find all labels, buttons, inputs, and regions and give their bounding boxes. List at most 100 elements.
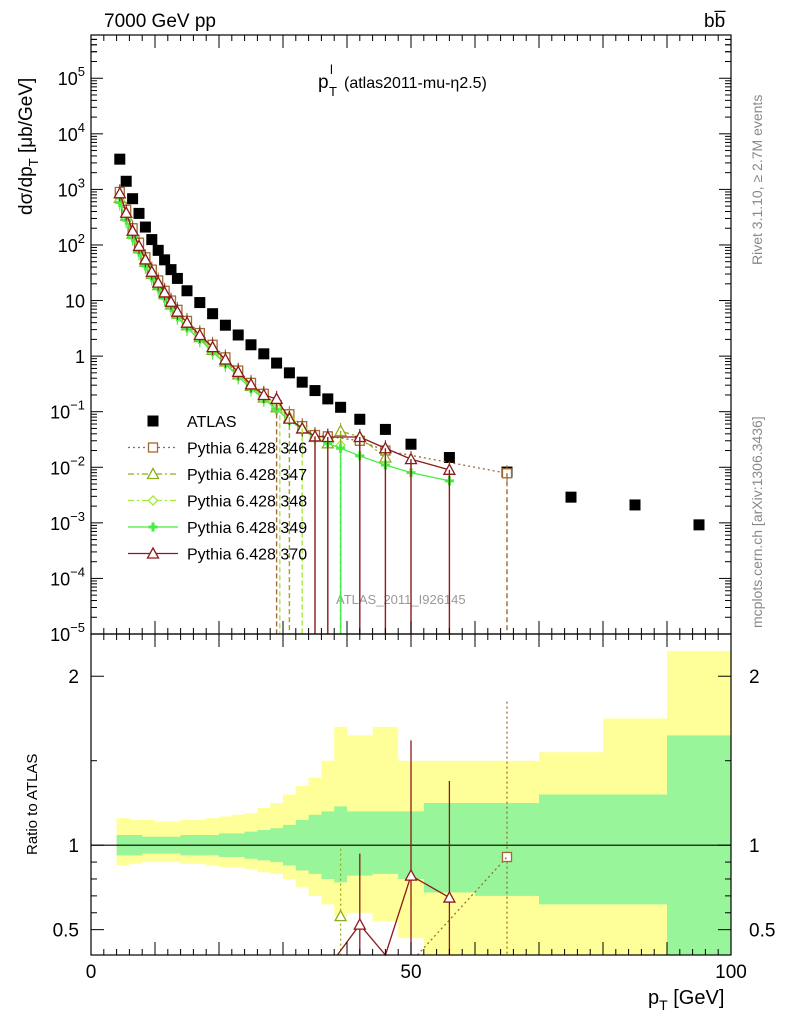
x-tick-label: 50	[400, 962, 421, 983]
data-point-p370	[231, 365, 245, 378]
y-tick-label: 10−2	[50, 453, 85, 478]
data-point-atlas	[171, 272, 183, 284]
data-point-atlas	[443, 451, 455, 463]
legend-marker-p348	[147, 495, 159, 506]
y-tick-label: 10−4	[50, 564, 85, 589]
data-point-atlas	[159, 254, 171, 266]
data-point-p370	[170, 304, 184, 317]
tick-base: 10	[50, 403, 70, 423]
tick-exponent: −2	[70, 453, 85, 468]
tick-base: 10	[50, 569, 70, 589]
ratio-y-axis-label: Ratio to ATLAS	[24, 754, 41, 855]
data-point-atlas	[146, 234, 158, 246]
main-y-label-unit: [μb/GeV]	[16, 78, 37, 159]
data-point-p370	[257, 388, 271, 401]
x-axis-label: pT [GeV]	[648, 987, 724, 1013]
tick-exponent: 2	[78, 231, 85, 246]
plot-title: p l T (atlas2011-mu-η2.5)	[318, 62, 487, 99]
ratio-series-p370	[336, 740, 456, 957]
ratio-y-tick-label: 2	[68, 667, 79, 688]
data-point-atlas	[165, 264, 177, 276]
data-point-p370	[164, 294, 178, 307]
data-point-atlas	[127, 193, 139, 205]
ratio-line-p346	[416, 856, 508, 956]
data-point-p370	[138, 252, 152, 265]
data-point-p370	[126, 223, 140, 236]
ratio-point-p370	[353, 917, 367, 930]
ratio-point-p346	[501, 851, 513, 863]
side-label-mcplots: mcplots.cern.ch [arXiv:1306.3436]	[749, 416, 765, 628]
ratio-point-p370	[442, 890, 456, 903]
ratio-y-tick-label: 1	[68, 836, 79, 857]
y-tick-label: 10−3	[50, 509, 85, 534]
tick-exponent: −4	[70, 564, 85, 579]
y-tick-label: 10−5	[50, 620, 85, 645]
legend-label-p349: Pythia 6.428 349	[187, 520, 307, 537]
data-point-p370	[151, 275, 165, 288]
plot-title-sub: T	[329, 84, 337, 99]
x-label-unit: [GeV]	[668, 987, 725, 1009]
data-point-atlas	[194, 297, 206, 309]
legend-marker-p346	[147, 442, 159, 453]
data-point-atlas	[181, 285, 193, 297]
tick-base: 10	[58, 180, 78, 200]
data-point-atlas	[629, 499, 641, 511]
data-point-p370	[218, 352, 232, 365]
plot-title-main: p	[318, 72, 329, 93]
data-point-atlas	[405, 438, 417, 450]
ratio-y-tick-label-right: 1	[749, 836, 760, 857]
data-point-atlas	[322, 393, 334, 405]
main-y-label-part: dσ/dp	[16, 166, 37, 215]
energy-label: 7000 GeV pp	[104, 11, 216, 32]
data-point-p370	[206, 340, 220, 353]
data-point-p370	[244, 377, 258, 390]
data-point-atlas	[296, 376, 308, 388]
data-point-atlas	[379, 423, 391, 435]
legend-marker-p347	[146, 467, 160, 480]
legend: ATLAS Pythia 6.428 346 Pythia 6.428 347 Pyt…	[128, 414, 307, 564]
data-point-p370	[113, 186, 127, 199]
data-point-p370	[180, 315, 194, 328]
x-label-sub: T	[659, 997, 668, 1013]
y-tick-label: 10	[65, 292, 85, 312]
process-label: bb̅	[704, 11, 726, 32]
legend-label-p348: Pythia 6.428 348	[187, 494, 307, 511]
legend-label-p370: Pythia 6.428 370	[187, 547, 307, 564]
data-point-atlas	[309, 385, 321, 397]
legend-marker-p349	[148, 522, 158, 532]
ratio-point-p370	[404, 868, 418, 881]
data-point-p370	[145, 264, 159, 277]
ratio-y-tick-label-right: 0.5	[749, 921, 775, 942]
x-label-p: p	[648, 987, 659, 1009]
y-tick-label: 1	[75, 347, 85, 367]
legend-marker-p370	[146, 546, 160, 559]
tick-base: 10	[50, 458, 70, 478]
x-tick-label: 0	[86, 962, 97, 983]
plot-title-rest: (atlas2011-mu-η2.5)	[344, 75, 487, 92]
data-point-atlas	[354, 413, 366, 425]
ratio-series-p347	[334, 848, 348, 955]
tick-base: 10	[50, 625, 70, 645]
ratio-y-tick-label: 0.5	[53, 921, 79, 942]
tick-base: 10	[58, 69, 78, 89]
y-tick-label: 102	[58, 231, 85, 256]
ratio-series-p346	[501, 701, 513, 955]
tick-exponent: 3	[78, 175, 85, 190]
data-point-atlas	[139, 221, 151, 233]
tick-exponent: 4	[78, 120, 85, 135]
tick-exponent: −1	[70, 398, 85, 413]
tick-base: 10	[58, 125, 78, 145]
side-label-rivet: Rivet 3.1.10, ≥ 2.7M events	[749, 95, 765, 265]
series-line-p349	[119, 202, 450, 482]
y-tick-label: 10−1	[50, 398, 85, 423]
data-point-atlas	[565, 491, 577, 503]
legend-label-p346: Pythia 6.428 346	[187, 441, 307, 458]
legend-label-p347: Pythia 6.428 347	[187, 467, 307, 484]
main-y-axis-label: dσ/dpT [μb/GeV]	[16, 78, 41, 215]
y-tick-label: 104	[58, 120, 85, 145]
ratio-y-tick-label-right: 2	[749, 667, 760, 688]
main-y-label-sub: T	[26, 158, 41, 166]
data-point-atlas	[207, 308, 219, 320]
tick-exponent: −3	[70, 509, 85, 524]
